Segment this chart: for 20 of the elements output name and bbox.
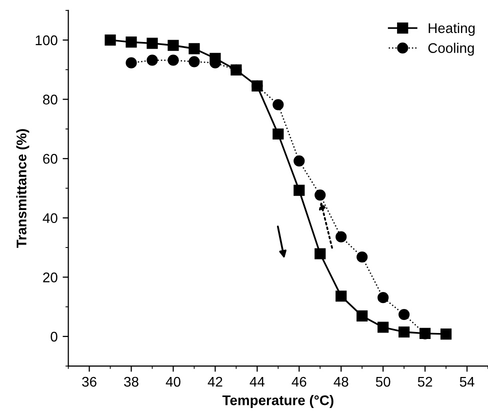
y-axis-title: Transmittance (%) — [16, 129, 30, 248]
x-tick-label: 46 — [292, 376, 306, 387]
y-tick-label: 40 — [42, 213, 58, 224]
x-tick-label: 54 — [460, 377, 474, 387]
legend-label: Heating — [428, 22, 475, 36]
x-tick-label: 44 — [250, 377, 264, 387]
x-tick-label: 42 — [208, 376, 222, 387]
x-tick-label: 36 — [82, 376, 96, 387]
y-tick-label: 100 — [36, 35, 58, 46]
x-tick-label: 40 — [166, 376, 180, 387]
legend-label: Cooling — [428, 42, 474, 56]
y-tick-label: 80 — [43, 94, 58, 104]
x-axis-title: Temperature (°C) — [222, 395, 334, 408]
y-tick-label: 60 — [43, 154, 58, 164]
x-tick-label: 48 — [334, 376, 348, 387]
y-tick-label: 20 — [43, 272, 58, 282]
x-tick-label: 38 — [124, 376, 138, 387]
y-tick-label: 0 — [50, 332, 58, 342]
x-tick-label: 52 — [418, 376, 432, 387]
x-tick-label: 50 — [376, 376, 390, 387]
